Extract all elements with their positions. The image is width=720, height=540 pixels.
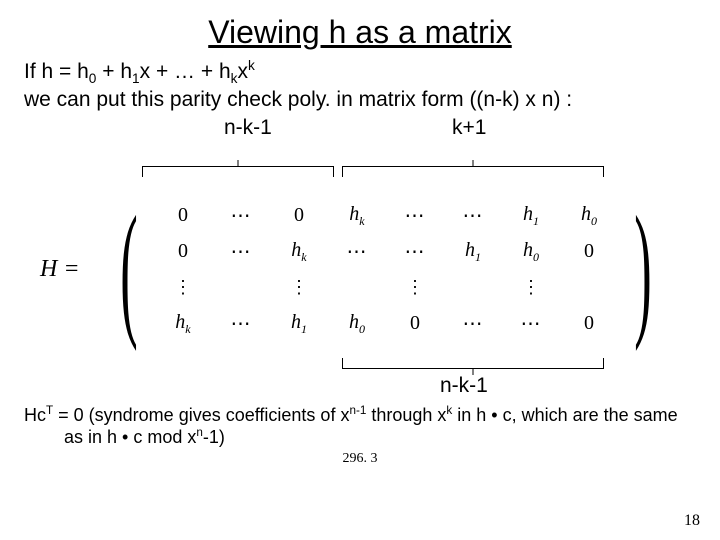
text: through x xyxy=(366,405,446,425)
label-nk1-bottom: n-k-1 xyxy=(440,374,488,398)
brace-top-left xyxy=(142,166,334,177)
cell: ⋯ xyxy=(230,311,251,336)
brace-bottom xyxy=(342,358,604,369)
text: If h = h xyxy=(24,60,89,83)
slide: Viewing h as a matrix If h = h 0 + h1x + … xyxy=(0,0,720,540)
label-kp1: k+1 xyxy=(452,116,486,140)
course-number: 296. 3 xyxy=(24,451,696,467)
cell: ⋯ xyxy=(404,203,425,228)
syndrome-text: HcT = 0 (syndrome gives coefficients of … xyxy=(24,404,696,449)
slide-title: Viewing h as a matrix xyxy=(24,14,696,51)
cell: 0 xyxy=(410,312,420,335)
brace-top-right xyxy=(342,166,604,177)
cell: hk xyxy=(349,203,364,229)
sub: 1 xyxy=(132,71,140,86)
page-number: 18 xyxy=(684,512,700,530)
cell: ⋯ xyxy=(462,203,483,228)
cell: ⋯ xyxy=(230,239,251,264)
cell: 0 xyxy=(178,240,188,263)
cell: ⋯ xyxy=(462,311,483,336)
text: = 0 (syndrome gives coefficients of x xyxy=(53,405,349,425)
cell: ⋯ xyxy=(404,239,425,264)
matrix-form-text: we can put this parity check poly. in ma… xyxy=(24,87,696,113)
sup: k xyxy=(248,58,255,73)
cell: 0 xyxy=(584,240,594,263)
cell: ⋮ xyxy=(290,277,308,298)
cell: h0 xyxy=(349,311,365,337)
cell: h1 xyxy=(523,203,539,229)
cell: 0 xyxy=(584,312,594,335)
cell: h1 xyxy=(291,311,307,337)
matrix-grid: 0 ⋯ 0 hk ⋯ ⋯ h1 h0 0 ⋯ hk ⋯ ⋯ h1 h0 0 ⋮ xyxy=(154,194,618,346)
cell: h0 xyxy=(581,203,597,229)
poly-definition: If h = h0 + h1x + … + hkxk xyxy=(24,59,696,85)
bottom-brace: n-k-1 xyxy=(24,358,696,402)
cell: ⋯ xyxy=(230,203,251,228)
matrix-area: H = ( 0 ⋯ 0 hk ⋯ ⋯ h1 h0 0 ⋯ hk ⋯ ⋯ h1 h… xyxy=(24,188,696,358)
cell: 0 xyxy=(294,204,304,227)
top-brace-labels: n-k-1 k+1 xyxy=(24,116,696,162)
cell: ⋮ xyxy=(174,277,192,298)
cell: hk xyxy=(175,311,190,337)
cell: ⋮ xyxy=(522,277,540,298)
sup: n-1 xyxy=(349,404,366,417)
cell: 0 xyxy=(178,204,188,227)
left-paren: ( xyxy=(120,194,137,346)
text: Hc xyxy=(24,405,46,425)
matrix: ( 0 ⋯ 0 hk ⋯ ⋯ h1 h0 0 ⋯ hk ⋯ ⋯ h1 h0 0 xyxy=(104,194,668,346)
cell: ⋮ xyxy=(406,277,424,298)
cell: h1 xyxy=(465,239,481,265)
text: + h xyxy=(96,60,132,83)
right-paren: ) xyxy=(634,194,651,346)
cell: ⋯ xyxy=(520,311,541,336)
text: -1) xyxy=(203,427,225,447)
cell: ⋯ xyxy=(346,239,367,264)
cell: hk xyxy=(291,239,306,265)
text: x + … + h xyxy=(140,60,231,83)
H-equals: H = xyxy=(40,256,80,283)
cell: h0 xyxy=(523,239,539,265)
label-nk1-top: n-k-1 xyxy=(224,116,272,140)
top-braces xyxy=(24,162,696,182)
text: x xyxy=(237,60,248,83)
